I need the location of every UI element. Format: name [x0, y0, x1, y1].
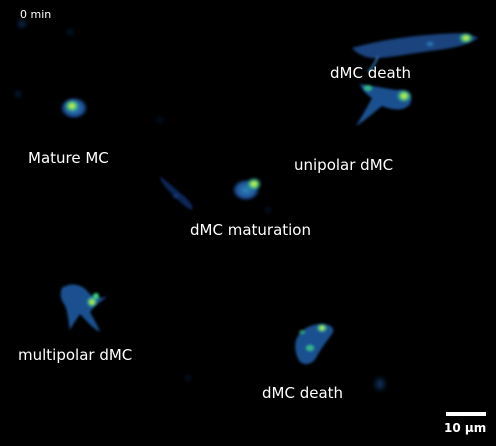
dmc-death-bottom-cell	[295, 323, 334, 365]
background-specks	[14, 19, 387, 393]
label-multipolar-dmc: multipolar dMC	[18, 346, 133, 364]
label-dmc-death-top: dMC death	[330, 64, 412, 82]
unipolar-dmc-cell	[356, 84, 412, 126]
mature-mc-cell	[60, 97, 88, 119]
label-unipolar-dmc: unipolar dMC	[294, 156, 394, 174]
label-dmc-death-bottom: dMC death	[262, 384, 344, 402]
scale-bar-label: 10 µm	[444, 421, 487, 435]
scale-bar	[446, 412, 486, 416]
label-dmc-maturation: dMC maturation	[190, 221, 311, 239]
multipolar-dmc-cell	[60, 284, 108, 332]
dmc-death-top-cell	[352, 32, 478, 73]
timestamp-label: 0 min	[20, 8, 52, 21]
dmc-maturation-cell	[160, 176, 262, 210]
label-mature-mc: Mature MC	[28, 149, 109, 167]
